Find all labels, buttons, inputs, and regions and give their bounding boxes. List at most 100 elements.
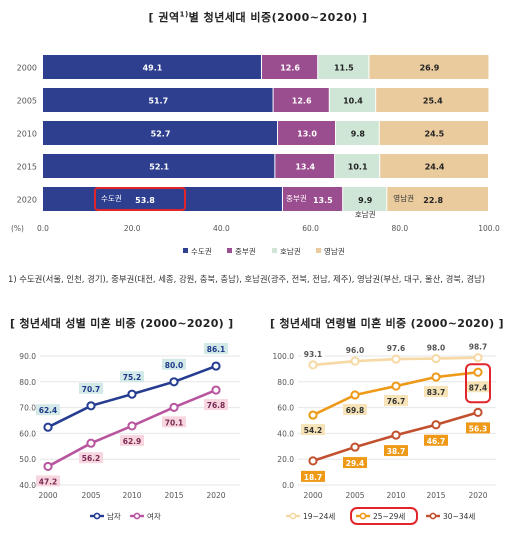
bar-segment xyxy=(369,55,489,79)
data-point xyxy=(86,438,96,448)
x-tick-label: 2015 xyxy=(426,491,445,500)
legend-swatch xyxy=(316,248,321,253)
age-unmarried-chart: 100.0 80.0 60.0 40.0 20.0 0.0 2000 2005 2010 2015… xyxy=(273,340,496,525)
legend-label: 여자 xyxy=(147,511,161,521)
bar-segment xyxy=(387,187,488,211)
left-chart-title: [ 청년세대 성별 미혼 비중 (2000~2020) ] xyxy=(10,317,234,330)
y-tick-label: 50.0 xyxy=(19,455,36,464)
data-label-bg xyxy=(204,343,228,355)
data-label-bg xyxy=(343,344,367,356)
region-annotation: 수도권 xyxy=(101,194,122,203)
data-label: 47.2 xyxy=(39,477,58,486)
data-label-bg xyxy=(120,371,144,383)
legend-marker xyxy=(289,512,297,520)
data-label-bg xyxy=(162,416,186,428)
data-label: 46.7 xyxy=(427,437,446,446)
data-point xyxy=(391,381,401,391)
x-tick-label: 2000 xyxy=(38,491,57,500)
bar-segment xyxy=(275,154,335,178)
x-tick-label: 0.0 xyxy=(37,224,49,233)
data-label: 70.1 xyxy=(165,418,184,427)
highlight-box xyxy=(465,363,491,404)
bar-segment xyxy=(43,55,261,79)
data-label: 49.1 xyxy=(143,64,163,73)
y-tick-label: 0.0 xyxy=(282,481,294,490)
x-tick-label: 60.0 xyxy=(302,224,319,233)
data-label: 51.7 xyxy=(148,97,168,106)
legend-label: 30~34세 xyxy=(443,512,475,521)
y-tick-label: 80.0 xyxy=(19,378,36,387)
data-label: 53.8 xyxy=(135,196,155,205)
data-label: 10.4 xyxy=(343,97,363,106)
region-annotation: 영남권 xyxy=(393,193,414,203)
data-point xyxy=(43,461,53,472)
legend-highlight-box xyxy=(350,507,418,525)
data-label: 18.7 xyxy=(304,473,323,482)
data-point xyxy=(211,361,221,371)
data-label-bg xyxy=(343,403,367,415)
x-tick-label: 100.0 xyxy=(478,224,500,233)
x-tick-label: 2010 xyxy=(122,491,141,500)
data-label-bg xyxy=(466,381,490,393)
category-label: 2015 xyxy=(17,163,37,172)
y-tick-label: 90.0 xyxy=(19,352,36,361)
regional-share-chart: 2000 2005 2010 2015 2020 49.1 12.6 11.5 26.9 51.7… xyxy=(11,55,500,256)
data-point xyxy=(473,407,483,417)
data-point xyxy=(431,420,441,430)
data-label: 69.8 xyxy=(346,406,365,415)
legend-label: 호남권 xyxy=(280,247,301,256)
data-label: 26.9 xyxy=(420,64,440,73)
data-label: 52.7 xyxy=(151,130,171,139)
data-point xyxy=(473,367,483,377)
x-tick-label: 2010 xyxy=(386,491,405,500)
data-label: 10.1 xyxy=(348,163,368,172)
data-point xyxy=(169,377,179,387)
data-label-bg xyxy=(162,358,186,370)
region-annotation: 중부권 xyxy=(286,194,307,203)
category-label: 2020 xyxy=(17,196,37,205)
data-point xyxy=(391,430,401,440)
data-label-bg xyxy=(343,457,367,469)
highlight-box xyxy=(94,187,186,211)
data-label-bg xyxy=(120,434,144,446)
data-point xyxy=(350,390,360,400)
bar-segment xyxy=(43,187,282,211)
data-point xyxy=(431,353,441,364)
data-label: 62.4 xyxy=(39,406,58,415)
bar-segment xyxy=(282,187,343,211)
data-label: 98.0 xyxy=(427,344,446,353)
data-label-bg xyxy=(424,341,448,353)
category-label: 2010 xyxy=(17,130,37,139)
legend-swatch xyxy=(272,248,277,253)
bar-segment xyxy=(335,154,380,178)
data-label-bg xyxy=(384,445,408,457)
region-annotation: 호남권 xyxy=(355,210,376,219)
data-point xyxy=(350,442,360,452)
y-tick-label: 20.0 xyxy=(277,455,294,464)
y-tick-label: 60.0 xyxy=(19,429,36,438)
data-label-bg xyxy=(36,404,60,416)
data-label: 76.8 xyxy=(207,401,226,410)
data-label: 11.5 xyxy=(334,64,354,73)
bar-segment xyxy=(278,121,336,145)
bar-segment xyxy=(380,154,488,178)
right-chart-title: [ 청년세대 연령별 미혼 비중 (2000~2020) ] xyxy=(270,317,504,330)
bar-segment xyxy=(43,121,278,145)
data-label: 13.4 xyxy=(295,163,315,172)
data-label: 96.0 xyxy=(346,346,365,355)
data-point xyxy=(169,402,179,412)
legend-label: 영남권 xyxy=(324,246,345,256)
data-point xyxy=(211,385,221,395)
data-label: 13.5 xyxy=(313,196,333,205)
data-point xyxy=(431,372,441,382)
data-label-bg xyxy=(384,395,408,407)
x-tick-label: 2015 xyxy=(164,491,183,500)
legend-marker xyxy=(133,512,141,520)
legend-swatch xyxy=(227,248,232,253)
x-tick-label: 40.0 xyxy=(213,224,230,233)
data-label-bg xyxy=(466,340,490,352)
category-label: 2005 xyxy=(17,97,37,106)
data-label: 86.1 xyxy=(207,345,226,354)
data-label: 38.7 xyxy=(387,447,406,456)
